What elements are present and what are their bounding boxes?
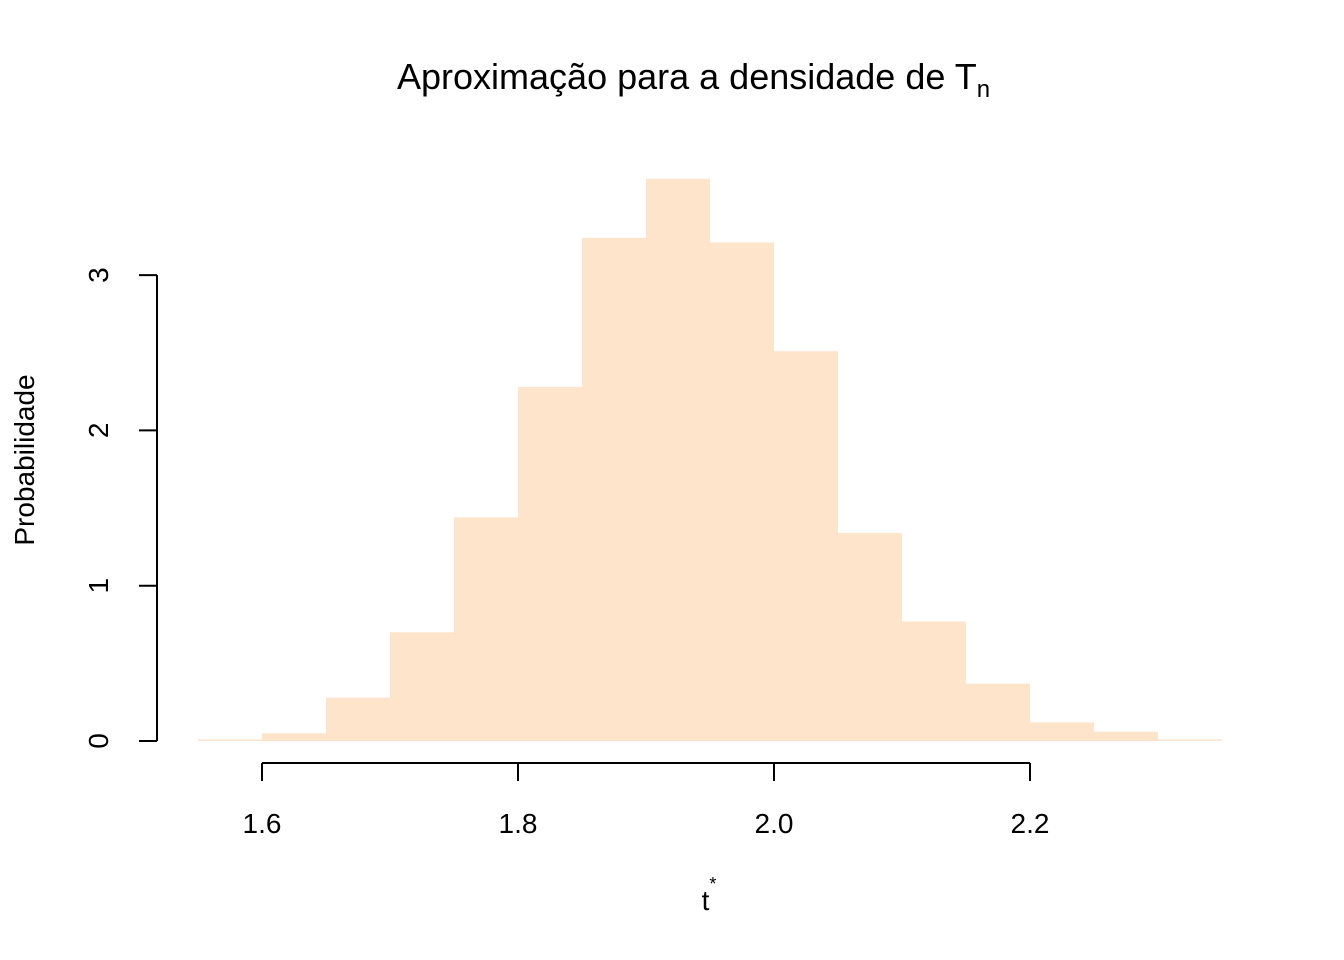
y-axis: 0 1 2 3 bbox=[83, 267, 158, 749]
y-tick-label: 3 bbox=[83, 267, 114, 283]
y-tick-label: 2 bbox=[83, 423, 114, 439]
chart-title: Aproximação para a densidade de Tn bbox=[397, 56, 990, 103]
y-tick-label: 1 bbox=[83, 578, 114, 594]
chart-title-text: Aproximação para a densidade de T bbox=[397, 56, 977, 97]
bars-group bbox=[198, 178, 1222, 742]
histogram-bar bbox=[582, 237, 646, 741]
x-axis-label-superscript: * bbox=[709, 874, 716, 894]
histogram-bar bbox=[1094, 731, 1158, 741]
histogram-bar bbox=[710, 242, 774, 741]
x-tick-label: 2.0 bbox=[755, 808, 794, 839]
histogram-bar bbox=[262, 733, 326, 741]
chart-title-subscript: n bbox=[977, 76, 990, 103]
histogram-bar bbox=[774, 351, 838, 741]
histogram-bar bbox=[1030, 722, 1094, 741]
histogram-bar bbox=[518, 386, 582, 741]
histogram-bar bbox=[454, 517, 518, 741]
y-axis-label: Probabilidade bbox=[9, 374, 40, 545]
histogram-bar bbox=[390, 632, 454, 741]
histogram-bar bbox=[902, 621, 966, 741]
histogram-bar bbox=[838, 532, 902, 741]
x-axis-label: t* bbox=[702, 874, 717, 916]
histogram-bar bbox=[326, 697, 390, 741]
histogram-bar bbox=[1158, 739, 1222, 741]
x-axis-label-text: t bbox=[702, 885, 710, 916]
x-tick-label: 1.6 bbox=[243, 808, 282, 839]
x-tick-label: 1.8 bbox=[499, 808, 538, 839]
x-axis: 1.6 1.8 2.0 2.2 bbox=[243, 762, 1050, 839]
x-tick-label: 2.2 bbox=[1011, 808, 1050, 839]
y-tick-label: 0 bbox=[83, 733, 114, 749]
histogram-bar bbox=[198, 739, 262, 741]
histogram-bar bbox=[966, 683, 1030, 741]
histogram-bar bbox=[646, 178, 710, 742]
